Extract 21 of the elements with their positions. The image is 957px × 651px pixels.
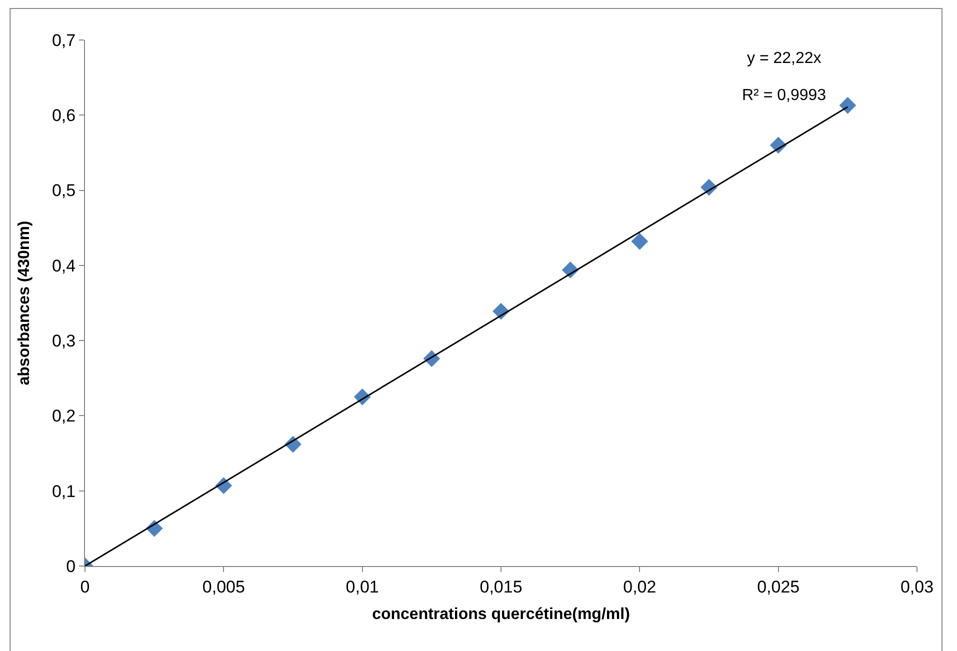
point (631, 232, 648, 250)
x-axis-title: concentrations quercétine(mg/ml) (372, 606, 630, 624)
x-tick-label: 0,005 (202, 577, 245, 596)
x-tick-label: 0 (80, 577, 90, 596)
annotation: R² = 0,9993 (742, 87, 826, 104)
annotation: y = 22,22x (747, 50, 822, 67)
y-tick-label: 0,1 (52, 482, 76, 501)
y-tick-label: 0,6 (52, 106, 76, 126)
y-tick-label: 0,2 (52, 406, 76, 426)
y-tick-label: 0,5 (52, 181, 76, 200)
y-tick-label: 0,4 (52, 256, 76, 276)
point (839, 96, 856, 114)
x-tick-label: 0,015 (480, 577, 522, 596)
x-tick-label: 0,01 (346, 577, 379, 596)
x-tick-label: 0,03 (900, 577, 934, 596)
y-tick-label: 0 (66, 556, 76, 576)
x-tick-label: 0,025 (757, 577, 800, 596)
y-tick-label: 0,3 (52, 332, 76, 351)
y-axis-title: absorbances (430nm) (16, 220, 33, 386)
y-tick-label: 0,7 (52, 30, 76, 50)
x-tick-label: 0,02 (623, 577, 656, 596)
